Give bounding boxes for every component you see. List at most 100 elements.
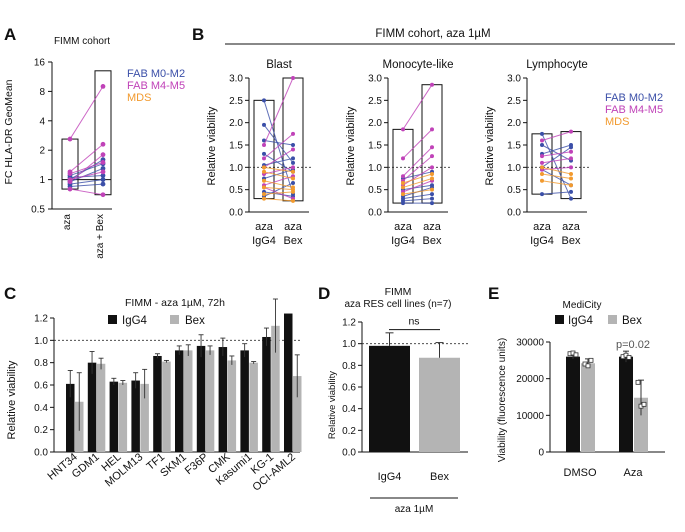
panel-b-blast-pair-line: [263, 166, 294, 173]
panel-c-bar-igg4: [262, 336, 271, 452]
panel-b-blast-pair-line: [263, 171, 294, 179]
panel-letter-c: C: [4, 284, 16, 303]
panel-b-monocyte-pair-line: [402, 173, 433, 184]
panel-b-monocyte-point: [401, 185, 405, 190]
panel-a-ylabel: FC HLA-DR GeoMean: [3, 79, 15, 184]
panel-c-bar-igg4: [109, 381, 119, 452]
panel-b-lymphocyte-ytick-label: 0.0: [507, 208, 521, 219]
panel-b-lymphocyte-xlabel-line1: aza: [562, 221, 581, 233]
panel-b-blast-ytick-label: 1.0: [229, 163, 243, 174]
panel-b-lymphocyte-point: [569, 196, 573, 201]
panel-b-blast-xlabel-line2: IgG4: [252, 235, 276, 247]
panel-d-xtick-label: Bex: [430, 471, 449, 483]
panel-e-legend-igg4-swatch: [555, 315, 564, 324]
panel-b-lymphocyte-pair-line: [541, 144, 572, 155]
panel-a-ytick-label: 4: [39, 116, 45, 127]
panel-d-bar-igg4: [369, 345, 410, 452]
panel-b-blast-point: [291, 156, 295, 161]
panel-a-ytick-label: 0.5: [31, 205, 45, 216]
panel-letter-d: D: [318, 284, 330, 303]
panel-b-blast-point: [262, 192, 266, 197]
panel-e-bar-bex: [581, 363, 595, 452]
panel-b-monocyte-pair-line: [402, 155, 433, 182]
panel-b-blast-pair-line: [263, 140, 294, 146]
panel-b-blast-point: [291, 131, 295, 136]
panel-a-xlabel-aza-bex: aza + Bex: [95, 214, 106, 259]
panel-b-blast-xlabel-line2: Bex: [284, 235, 303, 247]
panel-b-lymphocyte-point: [540, 178, 544, 183]
panel-b-monocyte-xlabel-line1: aza: [423, 221, 442, 233]
panel-c-bar-bex: [227, 360, 237, 452]
panel-b-monocyte-pair-line: [402, 184, 433, 191]
panel-b-monocyte-xlabel-line1: aza: [394, 221, 413, 233]
panel-b-monocyte-point: [430, 176, 434, 181]
panel-a-xlabel-aza: aza: [62, 214, 73, 231]
panel-b-monocyte-point: [401, 127, 405, 132]
panel-a-point: [100, 173, 106, 178]
panel-b-blast-pair-line: [263, 149, 294, 168]
panel-a-point: [67, 136, 73, 142]
panel-b-blast-point: [291, 180, 295, 185]
panel-b-monocyte-chart: Monocyte-like Relative viability 0.0 0.5 1.0…: [345, 59, 453, 247]
panel-c-bar-igg4: [284, 313, 293, 452]
panel-b-monocyte-point: [430, 192, 434, 197]
panel-b-monocyte-title: Monocyte-like: [383, 59, 454, 71]
panel-b-lymphocyte-point: [540, 131, 544, 136]
panel-b-lymphocyte-pair-line: [541, 169, 572, 186]
panel-c-ytick-label: 0.6: [34, 381, 48, 392]
panel-b-monocyte-ytick-label: 2.0: [368, 118, 382, 129]
panel-e-replicate-point: [573, 352, 579, 358]
panel-b-lymphocyte-ytick-label: 2.0: [507, 118, 521, 129]
panel-c-bar-bex: [184, 350, 193, 452]
panel-b-blast-point: [262, 156, 266, 161]
panel-b-lymphocyte-pair-line: [541, 166, 572, 175]
panel-b-blast-xlabel-line1: aza: [255, 221, 274, 233]
panel-b-lymphocyte-pair-line: [541, 173, 572, 179]
panel-b-lymphocyte-pair-line: [541, 191, 572, 195]
panel-a-point: [67, 171, 73, 177]
panel-c-bar-igg4: [153, 355, 162, 452]
panel-b-lymphocyte-point: [540, 192, 544, 197]
panel-b-blast-point: [291, 189, 295, 194]
panel-b-blast-ylabel: Relative viability: [206, 106, 218, 185]
panel-b-blast-pair-line: [263, 77, 294, 146]
panel-d-ytick-label: 1.2: [342, 318, 356, 329]
panel-e-legend-igg4: IgG4: [568, 315, 594, 327]
panel-b-monocyte-point: [430, 127, 434, 132]
panel-b-blast-point: [262, 178, 266, 183]
panel-b-monocyte-pair-line: [402, 189, 433, 195]
panel-a-point: [100, 160, 106, 165]
panel-e-legend-bex-swatch: [608, 315, 617, 324]
panel-b-monocyte-point: [430, 165, 434, 170]
panel-b-blast-ytick-label: 0.5: [229, 185, 243, 196]
panel-d-xtick-label: IgG4: [378, 471, 402, 483]
panel-c-legend-bex: Bex: [185, 315, 205, 327]
panel-d-significance-label: ns: [408, 316, 419, 328]
panel-c-bar-bex: [162, 361, 171, 452]
panel-b-monocyte-point: [430, 172, 434, 177]
panel-a-point: [67, 186, 73, 192]
panel-b-blast-point: [291, 160, 295, 165]
panel-b-blast-ytick-label: 1.5: [229, 141, 243, 152]
panel-b-blast-point: [291, 198, 295, 203]
panel-b-lymphocyte-pair-line: [541, 157, 572, 164]
panel-b-lymphocyte-chart: Lymphocyte Relative viability 0.0 0.5 1.0 1.5…: [484, 59, 591, 247]
panel-b-monocyte-ytick-label: 0.0: [368, 208, 382, 219]
panel-b-lymphocyte-pair-line: [541, 144, 572, 162]
panel-b-lymphocyte-point: [540, 154, 544, 159]
panel-b-monocyte-pair-line: [402, 171, 433, 179]
panel-c-bar-igg4: [218, 347, 228, 452]
panel-b-lymphocyte-xlabel-line2: Bex: [562, 235, 581, 247]
panel-b-blast-point: [291, 147, 295, 152]
legend-b-mds: MDS: [605, 116, 629, 128]
panel-c-legend-bex-swatch: [170, 315, 179, 324]
panel-c-chart: FIMM - aza 1µM, 72h Relative viability I…: [6, 297, 302, 494]
panel-b-blast-point: [262, 143, 266, 147]
panel-b-monocyte-point: [430, 196, 434, 201]
panel-b-monocyte-point: [430, 201, 434, 206]
panel-b-monocyte-pair-line: [402, 198, 433, 202]
panel-c-bar-igg4: [87, 362, 97, 452]
panel-b-monocyte-point: [401, 174, 405, 179]
panel-b-monocyte-pair-line: [402, 84, 433, 130]
panel-b-blast-point: [262, 165, 266, 170]
